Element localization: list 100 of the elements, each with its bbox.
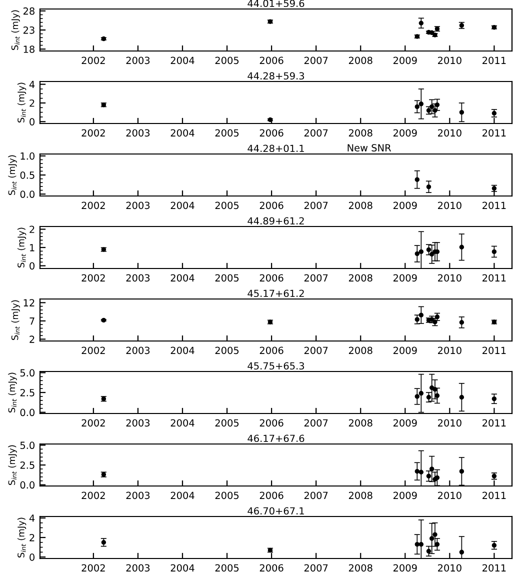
x-tick-label: 2002	[82, 564, 105, 572]
x-tick-label: 2003	[126, 346, 150, 354]
x-tick-label: 2007	[304, 492, 328, 500]
y-tick-label: 2	[30, 534, 34, 542]
x-tick-label: 2005	[215, 492, 239, 500]
x-tick-label: 2004	[170, 346, 194, 354]
point	[429, 385, 434, 390]
x-tick-label: 2008	[348, 129, 372, 137]
chart-title: 46.17+67.6	[248, 434, 304, 442]
y-tick-label: 28	[23, 7, 34, 15]
y-tick-label: 0.5	[20, 171, 34, 179]
x-tick-label: 2005	[215, 56, 239, 64]
y-tick-label: 23	[23, 26, 34, 34]
x-tick-label: 2011	[482, 346, 506, 354]
point	[434, 102, 440, 108]
point	[429, 104, 434, 110]
point	[426, 247, 432, 252]
x-tick-label: 2008	[348, 492, 372, 500]
x-tick-label: 2006	[260, 129, 284, 137]
x-tick-label: 2002	[82, 274, 105, 282]
y-tick-label: 18	[24, 46, 34, 53]
x-tick-label: 2009	[393, 564, 417, 572]
x-tick-label: 2005	[215, 564, 239, 572]
y-tick-label: 0	[30, 262, 34, 270]
y-tick-label: 0	[30, 554, 34, 561]
point	[414, 177, 420, 182]
x-tick-label: 2011	[482, 202, 506, 210]
y-tick-label: 1.0	[20, 152, 34, 160]
x-tick-label: 2004	[170, 492, 194, 500]
x-tick-label: 2003	[126, 274, 150, 282]
y-tick-label: 0.0	[20, 481, 34, 489]
y-axis-title: S$_{int}$ (mJy)	[8, 372, 17, 412]
x-tick-label: 2008	[348, 346, 372, 354]
x-tick-label: 2009	[393, 492, 417, 500]
x-tick-label: 2010	[438, 56, 462, 64]
x-tick-label: 2009	[393, 202, 417, 210]
x-tick-label: 2011	[482, 492, 506, 500]
x-tick-label: 2003	[126, 129, 150, 137]
chart-title: 44.28+01.1	[248, 144, 304, 152]
y-axis-title: S$_{int}$ (mJy)	[17, 228, 26, 268]
point	[426, 184, 432, 190]
point	[414, 104, 420, 110]
chart-title: 44.01+59.6	[248, 0, 304, 8]
x-tick-label: 2009	[393, 274, 417, 282]
y-tick-label: 2	[30, 336, 34, 343]
x-tick-label: 2004	[170, 419, 194, 427]
x-tick-label: 2007	[304, 129, 328, 137]
x-tick-label: 2007	[304, 564, 328, 572]
y-tick-label: 7	[30, 318, 34, 325]
y-tick-label: 4	[29, 514, 35, 522]
point	[434, 475, 440, 480]
x-tick-label: 2007	[304, 346, 328, 354]
x-tick-label: 2005	[215, 274, 239, 282]
x-tick-label: 2008	[348, 419, 372, 427]
point	[414, 468, 420, 474]
x-tick-label: 2005	[215, 419, 239, 427]
point	[414, 251, 420, 256]
x-tick-label: 2003	[126, 419, 150, 427]
point	[418, 470, 424, 474]
point	[418, 102, 424, 106]
point	[414, 394, 420, 399]
point	[459, 550, 464, 555]
x-tick-label: 2009	[393, 419, 417, 427]
x-tick-label: 2003	[126, 56, 150, 64]
y-tick-label: 0.0	[20, 408, 34, 416]
point	[492, 396, 497, 402]
x-tick-label: 2010	[438, 274, 462, 282]
point	[459, 244, 464, 250]
x-tick-label: 2008	[348, 274, 372, 282]
chart-title: 45.75+65.3	[248, 362, 304, 370]
y-tick-label: 12	[24, 299, 34, 306]
point	[418, 390, 424, 396]
chart-title: 44.89+61.2	[248, 217, 304, 225]
y-tick-label: 0.0	[20, 190, 34, 198]
x-tick-label: 2006	[260, 56, 284, 64]
x-tick-label: 2006	[260, 419, 284, 427]
x-tick-label: 2010	[438, 129, 462, 137]
y-axis-title: S$_{int}$ (mJy)	[17, 82, 26, 122]
x-tick-label: 2002	[82, 202, 105, 210]
x-tick-label: 2010	[438, 419, 462, 427]
x-tick-label: 2006	[260, 564, 284, 572]
x-tick-label: 2011	[482, 564, 506, 572]
x-tick-label: 2008	[348, 564, 372, 572]
y-axis-title: S$_{int}$ (mJy)	[17, 518, 26, 558]
x-tick-label: 2010	[438, 346, 462, 354]
point	[418, 312, 424, 318]
point	[426, 548, 432, 554]
point	[432, 386, 438, 392]
y-tick-label: 1	[30, 244, 34, 252]
point	[492, 249, 497, 254]
x-tick-label: 2006	[260, 274, 284, 282]
point	[418, 20, 424, 26]
point	[414, 542, 420, 547]
x-tick-label: 2009	[393, 56, 417, 64]
point	[434, 542, 440, 547]
x-tick-label: 2006	[260, 492, 284, 500]
x-tick-label: 2011	[482, 419, 506, 427]
x-tick-label: 2009	[393, 129, 417, 137]
x-tick-label: 2002	[82, 419, 105, 427]
x-tick-label: 2007	[304, 56, 328, 64]
